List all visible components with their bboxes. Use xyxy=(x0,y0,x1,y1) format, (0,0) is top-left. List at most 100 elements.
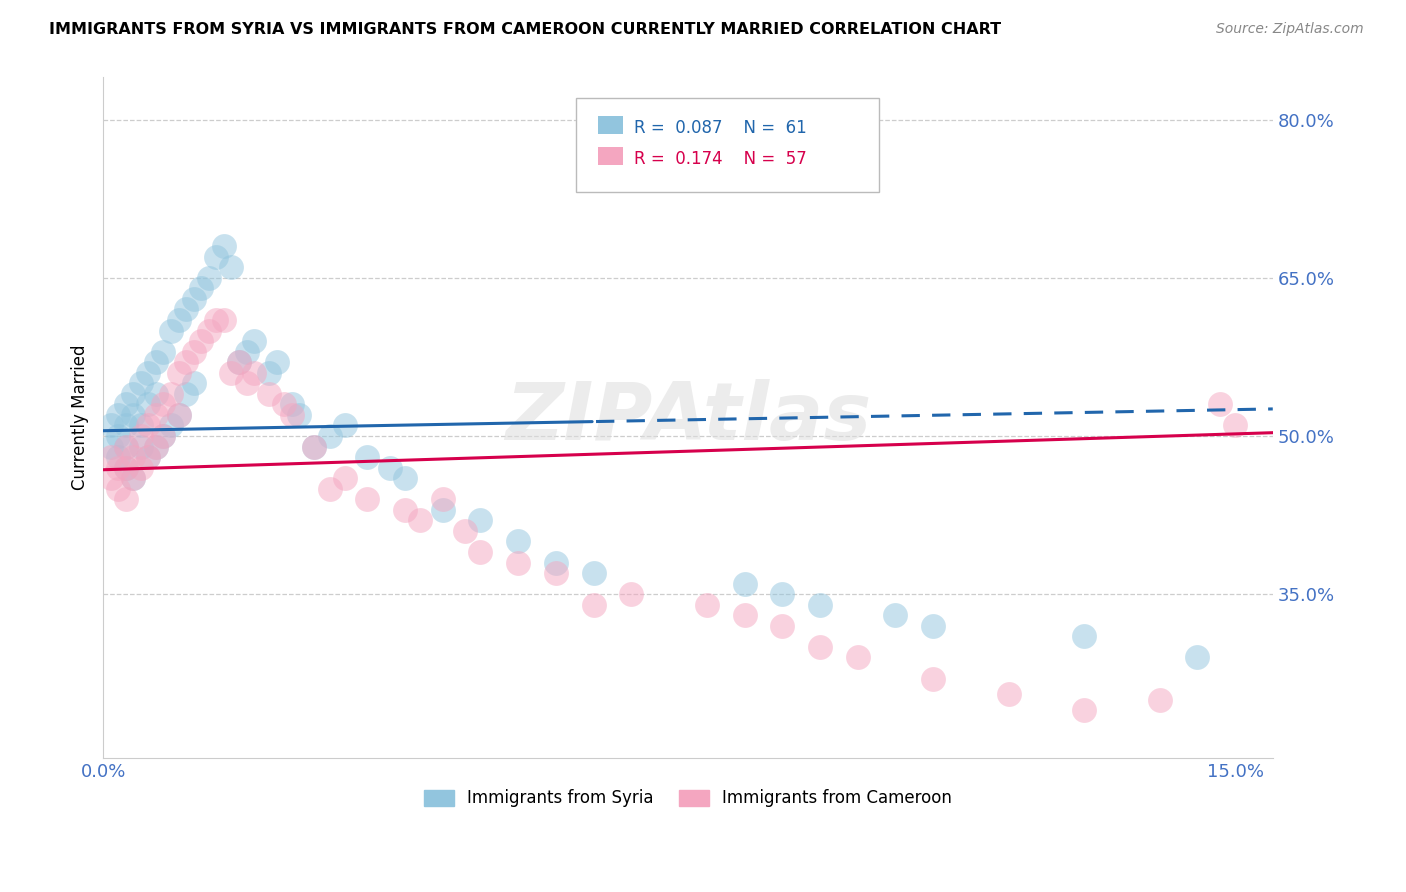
Point xyxy=(205,250,228,264)
Point xyxy=(160,386,183,401)
Point xyxy=(114,440,136,454)
Point xyxy=(114,440,136,454)
Point xyxy=(304,440,326,454)
Point xyxy=(582,598,605,612)
Point xyxy=(138,450,160,464)
Point xyxy=(100,418,122,433)
Point xyxy=(356,450,378,464)
Point xyxy=(432,503,454,517)
Point xyxy=(197,270,219,285)
Text: R =  0.174    N =  57: R = 0.174 N = 57 xyxy=(634,150,807,168)
Point xyxy=(160,324,183,338)
Point xyxy=(257,386,280,401)
Point xyxy=(129,376,152,391)
Point xyxy=(1209,397,1232,411)
Point xyxy=(145,440,167,454)
Point xyxy=(174,386,197,401)
Point xyxy=(734,608,756,623)
Legend: Immigrants from Syria, Immigrants from Cameroon: Immigrants from Syria, Immigrants from C… xyxy=(418,782,959,814)
Point xyxy=(107,460,129,475)
Point xyxy=(129,460,152,475)
Point xyxy=(281,397,304,411)
Point xyxy=(167,408,190,422)
Point xyxy=(228,355,250,369)
Y-axis label: Currently Married: Currently Married xyxy=(72,345,89,491)
Point xyxy=(129,418,152,433)
Point xyxy=(138,397,160,411)
Point xyxy=(470,513,492,527)
Point xyxy=(167,408,190,422)
Point xyxy=(174,355,197,369)
Point xyxy=(221,366,243,380)
Point xyxy=(922,672,945,686)
Point xyxy=(846,650,869,665)
Point xyxy=(1187,650,1209,665)
Point xyxy=(122,471,145,485)
Point xyxy=(190,334,212,348)
Point xyxy=(100,440,122,454)
Point xyxy=(281,408,304,422)
Point xyxy=(508,556,530,570)
Point xyxy=(304,440,326,454)
Point xyxy=(582,566,605,580)
Text: ZIPAtlas: ZIPAtlas xyxy=(505,378,872,457)
Point xyxy=(243,334,266,348)
Point xyxy=(190,281,212,295)
Point xyxy=(122,408,145,422)
Point xyxy=(212,313,235,327)
Point xyxy=(114,460,136,475)
Point xyxy=(1149,692,1171,706)
Point xyxy=(145,440,167,454)
Point xyxy=(333,471,356,485)
Point xyxy=(138,450,160,464)
Point xyxy=(152,397,174,411)
Point xyxy=(145,355,167,369)
Point xyxy=(770,587,793,601)
Point xyxy=(257,366,280,380)
Point xyxy=(145,386,167,401)
Point xyxy=(884,608,907,623)
Point xyxy=(997,687,1019,701)
Point xyxy=(145,408,167,422)
Point xyxy=(318,482,340,496)
Point xyxy=(183,376,205,391)
Text: R =  0.087    N =  61: R = 0.087 N = 61 xyxy=(634,119,807,136)
Point xyxy=(1073,629,1095,643)
Point xyxy=(273,397,295,411)
Point xyxy=(696,598,718,612)
Point xyxy=(107,429,129,443)
Point xyxy=(221,260,243,275)
Point xyxy=(205,313,228,327)
Point xyxy=(235,344,257,359)
Point xyxy=(1223,418,1246,433)
Point xyxy=(152,429,174,443)
Point xyxy=(129,440,152,454)
Point xyxy=(107,450,129,464)
Point xyxy=(243,366,266,380)
Point xyxy=(1073,703,1095,717)
Point xyxy=(167,366,190,380)
Point xyxy=(138,366,160,380)
Point xyxy=(122,471,145,485)
Point xyxy=(508,534,530,549)
Point xyxy=(544,556,567,570)
Text: IMMIGRANTS FROM SYRIA VS IMMIGRANTS FROM CAMEROON CURRENTLY MARRIED CORRELATION : IMMIGRANTS FROM SYRIA VS IMMIGRANTS FROM… xyxy=(49,22,1001,37)
Point xyxy=(432,492,454,507)
Point xyxy=(197,324,219,338)
Point xyxy=(394,503,416,517)
Point xyxy=(544,566,567,580)
Point xyxy=(152,344,174,359)
Point xyxy=(318,429,340,443)
Point xyxy=(114,397,136,411)
Point xyxy=(333,418,356,433)
Point xyxy=(183,344,205,359)
Point xyxy=(107,408,129,422)
Point xyxy=(235,376,257,391)
Point xyxy=(378,460,401,475)
Point xyxy=(129,429,152,443)
Point xyxy=(122,386,145,401)
Point xyxy=(160,418,183,433)
Point xyxy=(100,450,122,464)
Point xyxy=(770,619,793,633)
Point xyxy=(114,460,136,475)
